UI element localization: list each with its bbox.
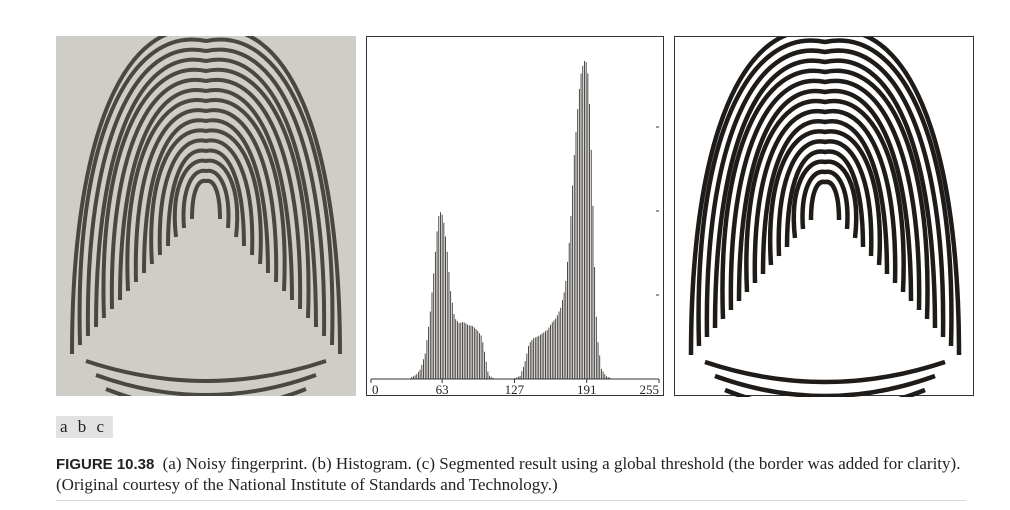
fingerprint-ridge xyxy=(704,359,946,385)
fingerprint-icon xyxy=(688,37,962,397)
fingerprint-ridge xyxy=(791,159,859,239)
fingerprint-ridge xyxy=(85,47,327,337)
x-tick-label: 191 xyxy=(577,382,597,397)
fingerprint-ridge xyxy=(109,77,303,310)
fingerprint-ridge xyxy=(744,98,906,293)
histogram-panel: 0 63 127 191 255 xyxy=(366,36,664,397)
fingerprint-ridge xyxy=(712,58,938,329)
figure-caption: FIGURE 10.38 (a) Noisy fingerprint. (b) … xyxy=(56,454,966,495)
caption-rule xyxy=(56,500,966,501)
fingerprint-ridge xyxy=(101,67,311,319)
fingerprint-ridge xyxy=(125,98,287,292)
fingerprint-ridge xyxy=(142,118,270,274)
noisy-fingerprint-image xyxy=(56,36,356,396)
segmented-fingerprint-image xyxy=(674,36,974,397)
fingerprint-ridge xyxy=(720,68,930,320)
fingerprint-ridge xyxy=(704,48,946,338)
fingerprint-ridge xyxy=(157,138,255,256)
fingerprint-ridge xyxy=(776,139,874,257)
fingerprint-ridge xyxy=(172,158,240,238)
fingerprint-ridge xyxy=(688,37,962,356)
fingerprint-ridge xyxy=(736,88,914,302)
subfigure-label-b: b xyxy=(77,417,88,436)
fingerprint-ridge xyxy=(70,36,342,355)
subfigure-label-a: a xyxy=(60,417,69,436)
fingerprint-ridge xyxy=(752,108,898,284)
x-tick-label: 127 xyxy=(505,382,525,397)
caption-text: (a) Noisy fingerprint. (b) Histogram. (c… xyxy=(56,454,961,494)
fingerprint-ridge xyxy=(166,148,246,247)
fingerprint-ridge xyxy=(133,108,279,283)
fingerprint-ridge xyxy=(767,129,883,266)
histogram-chart: 0 63 127 191 255 xyxy=(370,60,660,397)
x-tick-label: 63 xyxy=(436,382,449,397)
fingerprint-ridge xyxy=(95,373,317,396)
fingerprint-ridge xyxy=(784,149,866,248)
fingerprint-ridge xyxy=(181,168,231,229)
fingerprint-ridge xyxy=(118,87,294,301)
fingerprint-ridge xyxy=(696,38,954,347)
subfigure-label-c: c xyxy=(96,417,106,436)
fingerprint-ridge xyxy=(728,78,922,311)
fingerprint-ridge xyxy=(760,119,890,275)
x-tick-label: 255 xyxy=(640,382,660,397)
figure-number: FIGURE 10.38 xyxy=(56,456,155,473)
fingerprint-icon xyxy=(70,36,342,396)
fingerprint-ridge xyxy=(800,169,850,230)
fingerprint-ridge xyxy=(714,373,936,397)
fingerprint-ridge xyxy=(94,57,318,328)
fingerprint-ridge xyxy=(85,359,327,383)
fingerprint-ridge xyxy=(190,178,222,220)
fingerprint-ridge xyxy=(808,179,842,221)
fingerprint-ridge xyxy=(77,37,335,346)
fingerprint-ridge xyxy=(149,128,263,265)
x-tick-label: 0 xyxy=(372,382,379,397)
subfigure-labels: a b c xyxy=(56,416,114,438)
